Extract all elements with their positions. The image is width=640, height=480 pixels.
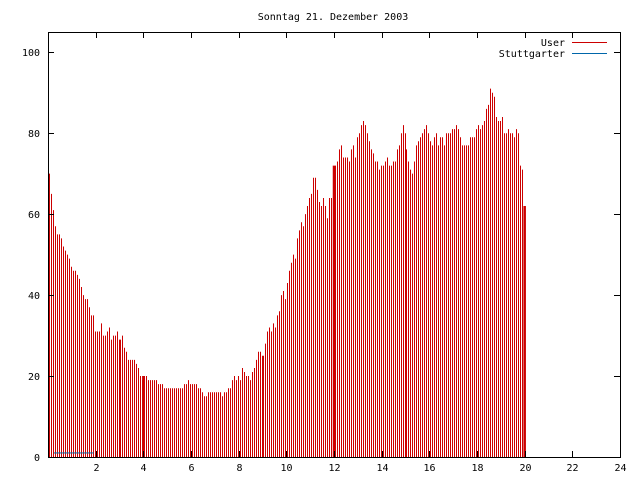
y-tick-label: 80 [28, 129, 40, 140]
x-tick-label: 14 [376, 463, 388, 474]
x-tick-label: 6 [188, 463, 194, 474]
y-tick-label: 20 [28, 372, 40, 383]
legend: User Stuttgarter [499, 38, 607, 60]
x-tick-label: 20 [519, 463, 531, 474]
x-tick-label: 18 [471, 463, 483, 474]
y-tick-label: 60 [28, 210, 40, 221]
y-tick-label: 100 [22, 48, 40, 59]
x-tick-label: 8 [236, 463, 242, 474]
bars-layer [49, 88, 526, 457]
y-tick-label: 0 [34, 453, 40, 464]
legend-label-user: User [541, 38, 565, 49]
x-tick-label: 24 [614, 463, 626, 474]
x-tick-label: 2 [93, 463, 99, 474]
chart-title: Sonntag 21. Dezember 2003 [258, 12, 409, 23]
y-tick-label: 40 [28, 291, 40, 302]
legend-label-stuttgarter: Stuttgarter [499, 49, 565, 60]
x-tick-label: 22 [566, 463, 578, 474]
x-tick-label: 10 [280, 463, 292, 474]
x-tick-label: 12 [328, 463, 340, 474]
x-tick-label: 4 [140, 463, 146, 474]
x-tick-label: 16 [423, 463, 435, 474]
